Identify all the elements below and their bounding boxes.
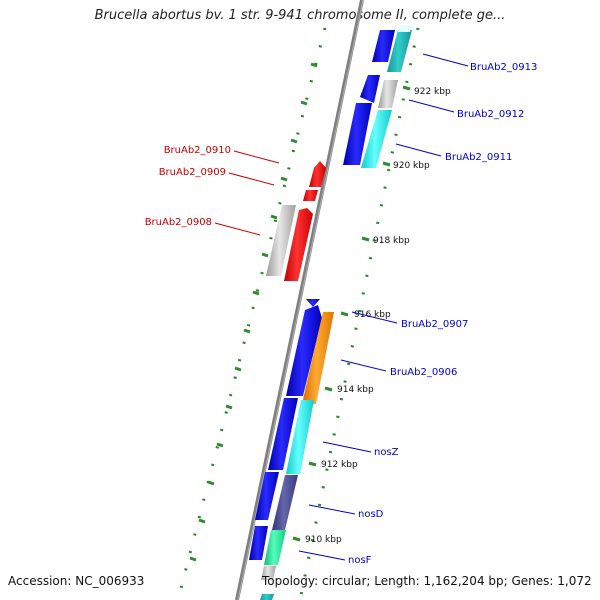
scale-label: 918 kbp xyxy=(373,236,410,246)
gene-feature-blue[interactable] xyxy=(249,526,268,560)
gene-feature-red[interactable] xyxy=(284,208,313,281)
gene-feature-gray[interactable] xyxy=(261,566,276,580)
scale-label: 920 kbp xyxy=(393,161,430,171)
backbone-axis-highlight xyxy=(237,0,364,600)
topology-summary: Topology: circular; Length: 1,162,204 bp… xyxy=(262,574,592,588)
gene-feature-blue[interactable] xyxy=(268,398,298,470)
gene-feature-cyan[interactable] xyxy=(286,400,314,474)
gene-label[interactable]: nosD xyxy=(358,509,384,520)
gene-feature-gray[interactable] xyxy=(266,205,296,276)
scale-label: 912 kbp xyxy=(321,460,358,470)
gene-feature-blue[interactable] xyxy=(343,103,372,165)
gene-label[interactable]: BruAb2_0908 xyxy=(145,217,212,228)
scale-label: 910 kbp xyxy=(305,535,342,545)
map-title: Brucella abortus bv. 1 str. 9-941 chromo… xyxy=(94,8,506,23)
scale-label: 914 kbp xyxy=(337,385,374,395)
scale-label: 922 kbp xyxy=(414,87,451,97)
gene-feature-orange[interactable] xyxy=(302,312,334,404)
inner-dotted-track xyxy=(298,27,420,600)
gene-label[interactable]: BruAb2_0906 xyxy=(390,367,457,378)
gene-feature-gray[interactable] xyxy=(378,80,398,108)
gene-feature-teal[interactable] xyxy=(387,30,412,72)
gene-feature-slate[interactable] xyxy=(272,475,298,530)
scale-label: 916 kbp xyxy=(354,310,391,320)
gene-feature-blue[interactable] xyxy=(372,30,395,62)
gene-label[interactable]: BruAb2_0910 xyxy=(164,145,231,156)
gene-label[interactable]: BruAb2_0911 xyxy=(445,152,512,163)
gene-feature-red[interactable] xyxy=(303,190,318,201)
gene-feature-blue[interactable] xyxy=(306,299,320,307)
gene-feature-teal[interactable] xyxy=(260,594,274,600)
gene-feature-blue[interactable] xyxy=(255,472,279,520)
outer-tick-marks xyxy=(189,62,318,562)
gene-label[interactable]: BruAb2_0907 xyxy=(401,319,468,330)
gene-feature-red[interactable] xyxy=(309,161,326,187)
gene-feature-green[interactable] xyxy=(264,530,286,565)
gene-feature-cyan[interactable] xyxy=(361,110,392,168)
reverse-features xyxy=(266,161,326,281)
forward-features xyxy=(249,25,412,600)
backbone-axis xyxy=(235,0,364,600)
gene-label[interactable]: BruAb2_0913 xyxy=(470,62,537,73)
gene-feature-blue[interactable] xyxy=(286,305,322,396)
gene-label[interactable]: nosZ xyxy=(374,447,399,458)
accession-text: Accession: NC_006933 xyxy=(8,574,145,588)
gene-label[interactable]: nosF xyxy=(348,555,372,566)
gene-feature-cyan[interactable] xyxy=(398,25,412,32)
gene-label[interactable]: BruAb2_0912 xyxy=(457,109,524,120)
label-leader-lines xyxy=(214,53,469,561)
gene-label[interactable]: BruAb2_0909 xyxy=(159,167,226,178)
inner-tick-marks xyxy=(292,85,411,542)
gene-feature-blue[interactable] xyxy=(360,75,380,103)
outer-dotted-track xyxy=(176,27,327,600)
